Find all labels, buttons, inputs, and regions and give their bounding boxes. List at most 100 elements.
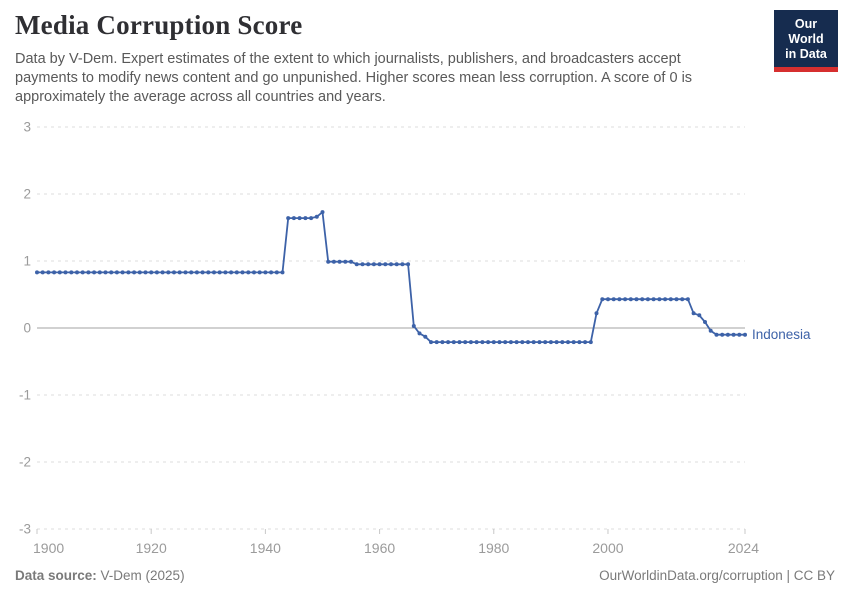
data-point bbox=[743, 332, 747, 337]
data-source: Data source: V-Dem (2025) bbox=[15, 568, 185, 583]
data-point bbox=[480, 340, 485, 345]
data-point bbox=[326, 259, 331, 264]
data-point bbox=[240, 270, 245, 275]
data-point bbox=[97, 270, 102, 275]
indonesia-line bbox=[37, 211, 745, 344]
data-point bbox=[737, 332, 742, 337]
data-point bbox=[86, 270, 91, 275]
data-point bbox=[389, 262, 393, 267]
data-point bbox=[194, 270, 199, 275]
data-point bbox=[394, 262, 399, 267]
data-point bbox=[434, 340, 439, 345]
data-point bbox=[126, 270, 131, 275]
data-point bbox=[674, 297, 679, 302]
data-point bbox=[246, 270, 251, 275]
data-point bbox=[594, 311, 599, 316]
data-point bbox=[143, 270, 148, 275]
data-point bbox=[548, 340, 553, 345]
data-point bbox=[212, 270, 216, 275]
data-point bbox=[514, 340, 519, 345]
data-point bbox=[69, 270, 74, 275]
data-point bbox=[474, 340, 479, 345]
data-point bbox=[200, 270, 205, 275]
x-axis-tick-label: 1900 bbox=[33, 540, 64, 556]
data-point bbox=[120, 270, 125, 275]
data-point bbox=[663, 297, 668, 302]
credit-text: OurWorldinData.org/corruption | CC BY bbox=[599, 568, 835, 583]
data-point bbox=[52, 270, 57, 275]
data-point bbox=[583, 340, 588, 345]
chart-subtitle: Data by V-Dem. Expert estimates of the e… bbox=[15, 51, 693, 105]
data-point bbox=[377, 262, 382, 267]
data-point bbox=[600, 297, 605, 302]
x-axis-tick-label: 1940 bbox=[250, 540, 281, 556]
data-point bbox=[531, 340, 536, 345]
data-point bbox=[714, 332, 719, 337]
data-point bbox=[703, 320, 707, 324]
data-point bbox=[554, 340, 559, 345]
x-axis-tick-label: 1960 bbox=[364, 540, 395, 556]
data-point bbox=[320, 210, 325, 215]
data-source-value: V-Dem (2025) bbox=[96, 568, 185, 583]
y-axis-tick-label: -1 bbox=[19, 388, 31, 403]
data-point bbox=[132, 270, 137, 275]
y-axis-tick-label: 0 bbox=[23, 321, 31, 336]
data-point bbox=[463, 340, 468, 345]
owid-logo-line1: Our World bbox=[788, 17, 824, 46]
data-point bbox=[274, 270, 279, 275]
data-point bbox=[668, 297, 673, 302]
data-point bbox=[691, 311, 696, 316]
data-point bbox=[731, 332, 736, 337]
data-point bbox=[543, 340, 548, 345]
data-point bbox=[297, 216, 302, 221]
data-point bbox=[623, 297, 628, 302]
data-point bbox=[63, 270, 68, 275]
data-point bbox=[406, 262, 411, 267]
y-axis-tick-label: -2 bbox=[19, 455, 31, 470]
data-point bbox=[446, 340, 451, 345]
page-title: Media Corruption Score bbox=[15, 10, 303, 40]
data-point bbox=[166, 270, 171, 275]
data-source-label: Data source: bbox=[15, 568, 97, 583]
data-point bbox=[103, 270, 108, 275]
data-point bbox=[75, 270, 79, 275]
x-axis-tick-label: 2000 bbox=[592, 540, 623, 556]
data-point bbox=[223, 270, 228, 275]
data-point bbox=[457, 340, 462, 345]
data-point bbox=[423, 334, 428, 339]
data-point bbox=[286, 216, 291, 221]
data-point bbox=[80, 270, 85, 275]
y-axis-tick-label: 2 bbox=[23, 187, 31, 202]
data-point bbox=[526, 340, 530, 345]
data-point bbox=[651, 297, 656, 302]
data-point bbox=[588, 340, 593, 345]
data-point bbox=[331, 259, 336, 264]
data-point bbox=[40, 270, 45, 275]
series-label-indonesia: Indonesia bbox=[752, 327, 811, 342]
data-point bbox=[314, 214, 319, 219]
data-point bbox=[234, 270, 239, 275]
data-point bbox=[309, 216, 314, 221]
data-point bbox=[229, 270, 234, 275]
data-point bbox=[189, 270, 194, 275]
y-axis-tick-label: 3 bbox=[23, 120, 31, 135]
data-point bbox=[114, 270, 119, 275]
data-point bbox=[303, 216, 308, 221]
data-point bbox=[92, 270, 97, 275]
data-point bbox=[343, 259, 348, 264]
data-point bbox=[269, 270, 274, 275]
data-point bbox=[366, 262, 371, 267]
data-point bbox=[611, 297, 616, 302]
data-point bbox=[491, 340, 496, 345]
data-point bbox=[628, 297, 633, 302]
data-point bbox=[606, 297, 610, 302]
x-axis-tick-label: 2024 bbox=[728, 540, 759, 556]
data-point bbox=[468, 340, 473, 345]
x-axis-tick-label: 1920 bbox=[136, 540, 167, 556]
data-point bbox=[263, 270, 268, 275]
data-point bbox=[172, 270, 176, 275]
data-point bbox=[640, 297, 645, 302]
data-point bbox=[349, 259, 353, 264]
data-point bbox=[160, 270, 165, 275]
